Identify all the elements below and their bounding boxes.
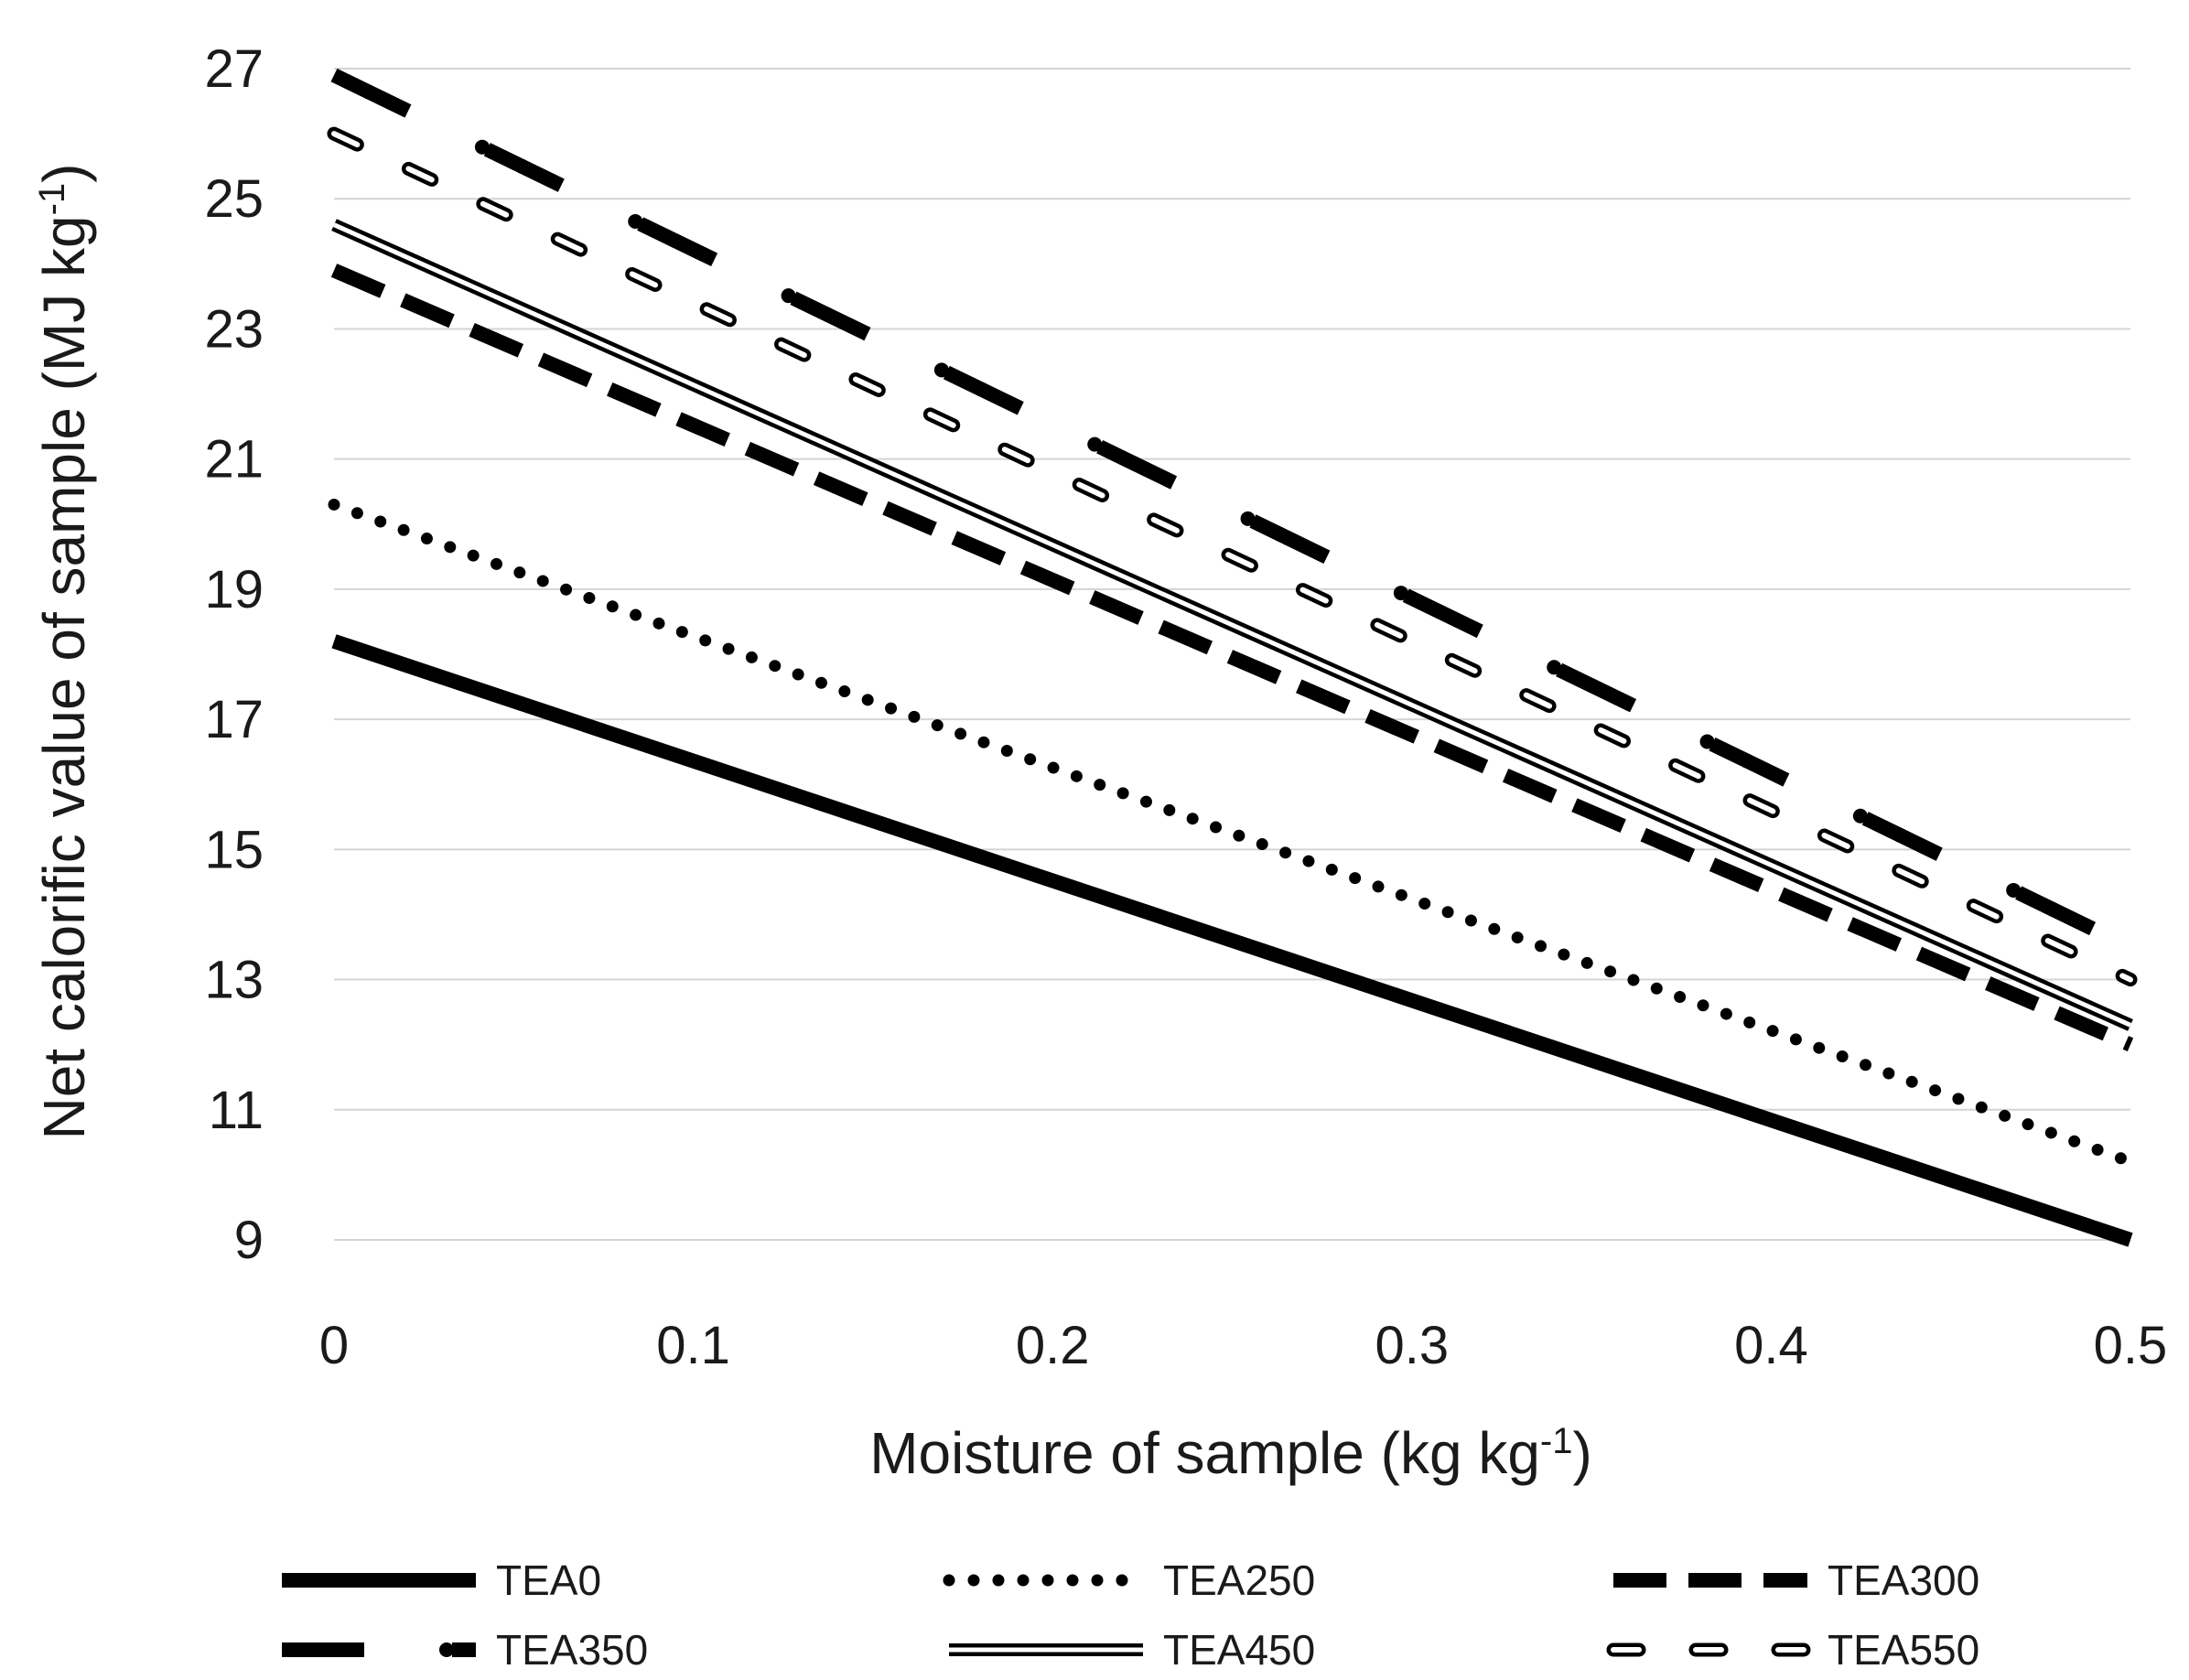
y-tick-label-25: 25 — [204, 169, 264, 229]
y-tick-label-9: 9 — [234, 1211, 264, 1270]
legend-item-tea0: TEA0 — [282, 1556, 601, 1604]
x-tick-label-2: 0.2 — [1016, 1316, 1090, 1375]
legend-label-tea550: TEA550 — [1828, 1626, 1979, 1674]
series-line-tea0 — [331, 634, 2133, 1247]
x-tick-label-5: 0.5 — [2094, 1316, 2168, 1375]
legend-label-tea350: TEA350 — [496, 1626, 648, 1674]
x-tick-labels: 0 0.1 0.2 0.3 0.4 0.5 — [319, 1316, 2167, 1375]
series-line-tea250 — [328, 498, 2137, 1168]
x-axis-title-sup: -1 — [1540, 1421, 1573, 1461]
gridlines — [334, 68, 2130, 1241]
y-tick-label-11: 11 — [209, 1081, 264, 1140]
legend-label-tea450: TEA450 — [1163, 1626, 1315, 1674]
legend-item-tea300: TEA300 — [1613, 1556, 1979, 1604]
y-axis-title-sup: -1 — [32, 183, 72, 216]
x-tick-label-4: 0.4 — [1734, 1316, 1808, 1375]
y-tick-label-15: 15 — [204, 820, 264, 879]
x-axis-title-main: Moisture of sample (kg kg — [869, 1420, 1540, 1486]
series-line-tea450-inner — [332, 222, 2132, 1028]
x-axis-title: Moisture of sample (kg kg-1) — [869, 1420, 1592, 1486]
legend-label-tea250: TEA250 — [1163, 1556, 1315, 1604]
series-lines — [327, 68, 2138, 1247]
legend-item-tea550: TEA550 — [1606, 1626, 1979, 1674]
y-tick-labels: 9 11 13 15 17 19 21 23 25 27 — [204, 39, 264, 1270]
y-axis-title-tail: ) — [31, 163, 97, 182]
legend-label-tea300: TEA300 — [1828, 1556, 1979, 1604]
legend-label-tea0: TEA0 — [496, 1556, 601, 1604]
series-line-tea0-stroke — [331, 634, 2133, 1247]
y-axis-title-main: Net calorific value of sample (MJ kg — [31, 215, 97, 1139]
y-axis-title: Net calorific value of sample (MJ kg-1) — [31, 163, 97, 1139]
legend-item-tea350: TEA350 — [275, 1626, 648, 1674]
legend: TEA0 TEA250 TEA300 TEA350 TEA450 TEA550 — [275, 1556, 1979, 1674]
y-tick-label-13: 13 — [204, 951, 264, 1010]
x-axis-title-tail: ) — [1572, 1420, 1591, 1486]
series-line-tea350 — [327, 68, 2138, 954]
legend-item-tea450: TEA450 — [949, 1626, 1315, 1674]
series-line-tea550-inner — [331, 131, 2133, 983]
y-tick-label-21: 21 — [204, 430, 264, 490]
series-line-tea350-dot — [327, 68, 2138, 954]
series-line-tea300 — [330, 264, 2134, 1052]
series-line-tea250-stroke — [328, 498, 2137, 1168]
x-tick-label-1: 0.1 — [656, 1316, 730, 1375]
y-tick-label-19: 19 — [204, 560, 264, 619]
y-tick-label-23: 23 — [204, 299, 264, 359]
y-tick-label-27: 27 — [204, 39, 264, 99]
series-line-tea550 — [327, 126, 2138, 987]
series-line-tea450 — [331, 219, 2133, 1031]
legend-item-tea250: TEA250 — [943, 1556, 1315, 1604]
series-line-tea300-stroke — [330, 264, 2134, 1052]
x-tick-label-0: 0 — [319, 1316, 349, 1375]
y-tick-label-17: 17 — [204, 690, 264, 749]
x-tick-label-3: 0.3 — [1375, 1316, 1449, 1375]
